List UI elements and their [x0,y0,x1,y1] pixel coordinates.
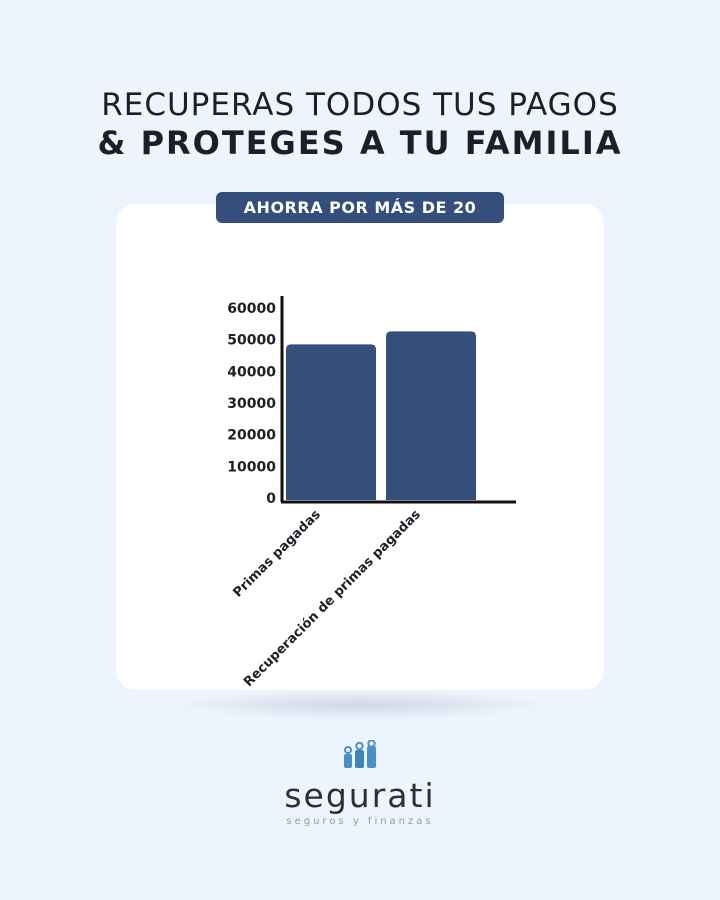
segurati-logo: segurati seguros y finanzas [0,739,720,827]
y-tick-label: 50000 [227,333,276,349]
bars [286,331,476,500]
y-axis-ticks: 0 10000 20000 30000 40000 50000 60000 [227,301,276,507]
people-group-icon [344,739,376,768]
bar-2 [386,331,476,500]
headline-line-1: RECUPERAS TODOS TUS PAGOS [101,87,619,123]
card-shadow [170,690,550,720]
y-tick-label: 20000 [227,428,276,444]
y-tick-label: 30000 [227,396,276,412]
bar-1 [286,344,376,500]
x-tick-label: Recuperación de primas pagadas [241,507,424,690]
x-tick-label: Primas pagadas [231,507,324,600]
y-tick-label: 60000 [227,301,276,317]
brand-tagline: seguros y finanzas [286,816,434,827]
y-tick-label: 0 [266,491,276,507]
brand-name: segurati [284,776,436,815]
y-tick-label: 40000 [227,364,276,380]
headline: RECUPERAS TODOS TUS PAGOS & PROTEGES A T… [0,86,720,162]
badge-ahorra: AHORRA POR MÁS DE 20 AÑOS [216,192,504,248]
headline-line-2: & PROTEGES A TU FAMILIA [97,124,623,162]
y-tick-label: 10000 [227,459,276,475]
